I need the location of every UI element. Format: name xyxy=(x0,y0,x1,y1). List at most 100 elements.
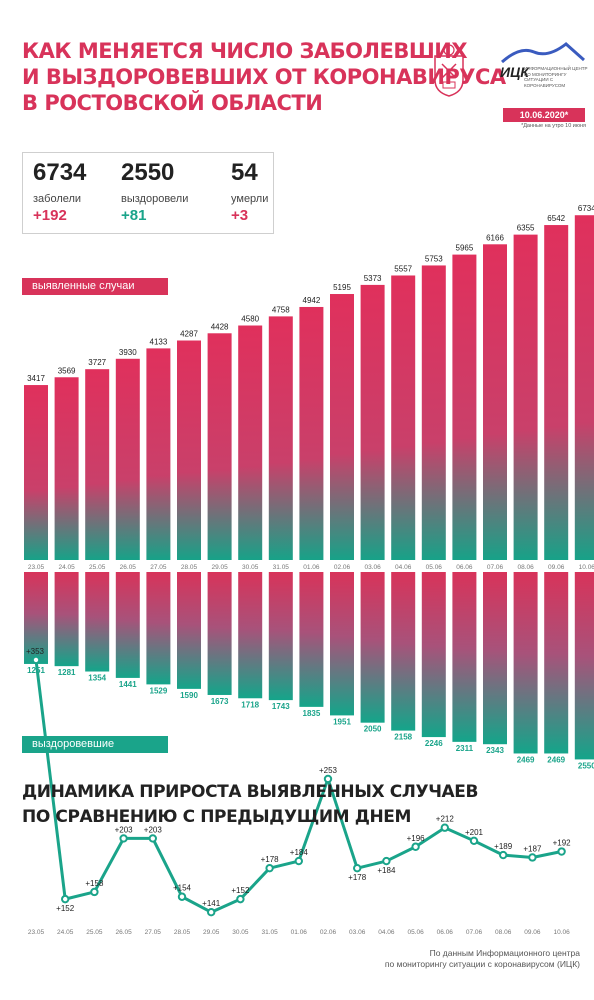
increment-point xyxy=(440,823,449,832)
recovered-value-label: 2469 xyxy=(547,755,565,764)
stat-value: 6734 xyxy=(33,159,87,186)
title-line: КАК МЕНЯЕТСЯ ЧИСЛО ЗАБОЛЕВШИХ xyxy=(22,39,468,63)
case-bar xyxy=(115,358,140,560)
increment-point xyxy=(60,894,70,904)
ick-logo-icon xyxy=(501,42,585,64)
increment-value-label: +196 xyxy=(407,834,426,843)
recovered-value-label: 1718 xyxy=(241,700,259,709)
increment-point xyxy=(557,847,566,856)
case-bar xyxy=(85,369,110,560)
recovered-bar xyxy=(330,572,354,716)
increment-point xyxy=(148,834,158,843)
increment-point xyxy=(469,836,479,846)
recovered-bar xyxy=(24,572,48,664)
increment-point xyxy=(411,842,420,851)
date-tick-label: 07.06 xyxy=(487,564,504,571)
recovered-value-label: 1281 xyxy=(58,668,76,677)
case-value-label: 4428 xyxy=(211,322,229,331)
stat-label: выздоровели xyxy=(121,193,189,205)
increment-value-label: +178 xyxy=(348,873,367,882)
recovered-bar xyxy=(177,572,201,689)
case-value-label: 4133 xyxy=(150,337,168,346)
stat-recovered: 2550 выздоровели +81 xyxy=(121,159,188,224)
date-tick-label: 26.05 xyxy=(120,564,137,571)
case-value-label: 3569 xyxy=(58,366,76,375)
date-tick-label: 10.06 xyxy=(579,564,594,571)
line-date-tick-label: 09.06 xyxy=(524,929,541,936)
recovered-value-label: 1743 xyxy=(272,702,290,711)
date-tick-label: 25.05 xyxy=(89,564,106,571)
case-bar xyxy=(513,234,538,560)
recovered-bar xyxy=(421,572,446,738)
increment-value-label: +203 xyxy=(144,825,163,834)
case-value-label: 6542 xyxy=(547,214,565,223)
recovered-value-label: 1441 xyxy=(119,680,137,689)
line-date-tick-label: 30.05 xyxy=(232,929,249,936)
date-note: *Данные на утро 10 июня xyxy=(521,123,586,129)
case-value-label: 5373 xyxy=(364,274,382,283)
recovered-value-label: 2311 xyxy=(456,744,474,753)
case-bar xyxy=(299,306,324,560)
date-tick-label: 30.05 xyxy=(242,564,259,571)
subtitle-line: ПО СРАВНЕНИЮ С ПРЕДЫДУЩИМ ДНЕМ xyxy=(22,807,412,827)
increment-value-label: +203 xyxy=(115,825,134,834)
case-bar xyxy=(360,284,385,560)
case-bar xyxy=(483,244,507,561)
stat-deaths: 54 умерли +3 xyxy=(231,159,268,224)
stats-panel: 6734 заболели +192 2550 выздоровели +81 … xyxy=(22,152,274,234)
stat-cases: 6734 заболели +192 xyxy=(33,159,86,224)
recovered-value-label: 2550 xyxy=(578,761,594,770)
title-line: В РОСТОВСКОЙ ОБЛАСТИ xyxy=(22,91,323,115)
increment-point xyxy=(236,894,245,904)
line-date-tick-label: 27.05 xyxy=(145,929,162,936)
stat-label: умерли xyxy=(231,193,269,205)
stat-increment: +81 xyxy=(121,207,147,224)
recovered-bar xyxy=(574,572,594,760)
increment-value-label: +187 xyxy=(523,844,542,853)
increment-point xyxy=(90,887,99,897)
line-date-tick-label: 31.05 xyxy=(261,929,278,936)
increment-point xyxy=(119,834,128,843)
recovered-bar xyxy=(54,572,79,667)
increment-value-label: +192 xyxy=(553,839,572,848)
date-tick-label: 24.05 xyxy=(58,564,75,571)
case-value-label: 6166 xyxy=(486,233,504,242)
case-value-label: 4287 xyxy=(180,330,198,339)
increment-point xyxy=(177,892,187,901)
date-tick-label: 01.06 xyxy=(303,564,320,571)
case-value-label: 6734 xyxy=(578,204,594,213)
case-value-label: 3930 xyxy=(119,348,137,357)
recovered-bar xyxy=(207,572,232,695)
subtitle-line: ДИНАМИКА ПРИРОСТА ВЫЯВЛЕННЫХ СЛУЧАЕВ xyxy=(22,782,479,802)
case-bar xyxy=(330,294,354,560)
increment-point xyxy=(265,863,274,873)
recovered-bar xyxy=(115,572,140,678)
source-footer: По данным Информационного центра по мони… xyxy=(385,948,580,970)
recovered-bar xyxy=(238,572,263,699)
coat-of-arms-icon xyxy=(434,44,464,97)
case-bar xyxy=(421,265,446,560)
date-tick-label: 23.05 xyxy=(28,564,45,571)
case-bar xyxy=(54,377,79,560)
line-date-tick-label: 26.05 xyxy=(115,929,132,936)
date-tick-label: 02.06 xyxy=(334,564,351,571)
recovered-bar xyxy=(391,572,416,731)
increment-point xyxy=(207,908,216,917)
recovered-value-label: 2050 xyxy=(364,725,382,734)
line-date-tick-label: 25.05 xyxy=(86,929,103,936)
line-date-tick-label: 02.06 xyxy=(320,929,337,936)
recovered-bar xyxy=(452,572,477,742)
case-value-label: 3417 xyxy=(27,374,45,383)
recovered-value-label: 1529 xyxy=(150,686,168,695)
line-date-tick-label: 23.05 xyxy=(28,929,45,936)
line-date-tick-label: 29.05 xyxy=(203,929,220,936)
stat-value: 54 xyxy=(231,159,258,186)
date-tick-label: 05.06 xyxy=(426,564,443,571)
recovered-value-label: 2246 xyxy=(425,739,443,748)
line-date-tick-label: 05.06 xyxy=(407,929,424,936)
case-bar xyxy=(238,325,263,560)
case-bar xyxy=(146,348,171,560)
date-tick-label: 29.05 xyxy=(211,564,228,571)
date-tick-label: 06.06 xyxy=(456,564,473,571)
